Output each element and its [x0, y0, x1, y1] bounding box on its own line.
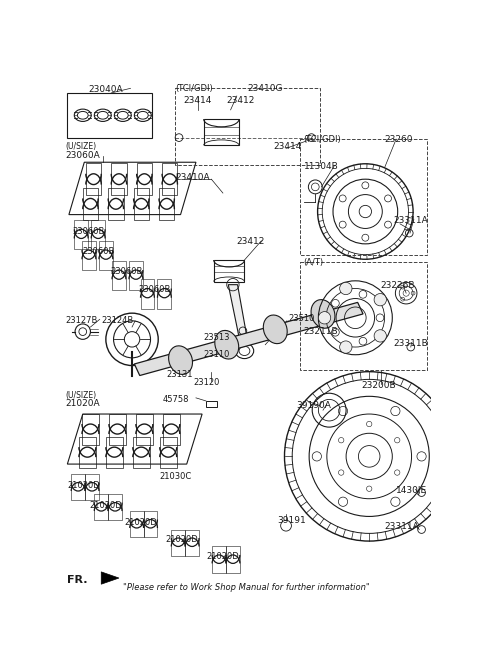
Bar [82, 241, 96, 270]
Bar [185, 530, 199, 556]
Text: 21020D: 21020D [124, 518, 157, 527]
Text: (A/T): (A/T) [304, 258, 324, 268]
Bar [171, 530, 185, 556]
Polygon shape [228, 285, 248, 345]
Bar [133, 188, 149, 220]
Bar [300, 262, 427, 370]
Text: 21020D: 21020D [89, 501, 121, 510]
Text: 23060B: 23060B [110, 267, 143, 276]
Circle shape [318, 312, 331, 324]
Bar [112, 261, 126, 290]
Text: "Please refer to Work Shop Manual for further information": "Please refer to Work Shop Manual for fu… [122, 583, 370, 592]
Bar [204, 119, 239, 145]
Bar [214, 260, 244, 281]
Text: 11304B: 11304B [304, 162, 338, 171]
Text: 45758: 45758 [163, 395, 189, 404]
Bar [141, 279, 155, 308]
Ellipse shape [168, 346, 192, 374]
Bar [108, 494, 122, 521]
Text: 23110: 23110 [204, 350, 230, 359]
Bar [175, 88, 320, 165]
Bar [86, 163, 101, 195]
Bar [133, 437, 150, 468]
Text: 23060B: 23060B [138, 285, 170, 295]
Text: 21020A: 21020A [66, 399, 100, 409]
Bar [136, 414, 153, 445]
Bar [71, 474, 85, 500]
Bar [206, 401, 217, 407]
Text: 23200B: 23200B [361, 381, 396, 390]
Bar [163, 414, 180, 445]
Text: 23410A: 23410A [175, 173, 210, 182]
Bar [212, 546, 226, 573]
Circle shape [374, 330, 386, 342]
Text: 23414: 23414 [274, 142, 302, 151]
Bar [85, 474, 99, 500]
Bar [144, 511, 157, 537]
Text: (TCI/GDI): (TCI/GDI) [175, 84, 213, 93]
Ellipse shape [215, 330, 239, 359]
Bar [157, 279, 171, 308]
Bar [109, 414, 126, 445]
Text: 23410G: 23410G [248, 84, 283, 93]
Text: 23412: 23412 [237, 237, 265, 246]
Text: 21030C: 21030C [160, 472, 192, 481]
Bar [111, 163, 127, 195]
Text: 21020D: 21020D [67, 481, 100, 490]
Text: 23226B: 23226B [381, 281, 415, 290]
Bar [226, 546, 240, 573]
Text: 23513: 23513 [204, 333, 230, 342]
Bar [74, 220, 88, 249]
Text: 23311A: 23311A [384, 522, 420, 531]
Bar [83, 188, 98, 220]
Bar [300, 139, 427, 254]
Bar [67, 93, 152, 138]
Bar [130, 511, 144, 537]
Text: FR.: FR. [67, 575, 88, 585]
Text: 23412: 23412 [227, 96, 255, 105]
Text: 1430JE: 1430JE [396, 486, 427, 495]
Circle shape [340, 341, 352, 353]
Text: 23124B: 23124B [101, 316, 133, 326]
Bar [137, 163, 152, 195]
Bar [159, 188, 174, 220]
Text: (TCI/GDI): (TCI/GDI) [304, 134, 341, 144]
Polygon shape [101, 572, 119, 584]
Text: 23060B: 23060B [72, 227, 104, 236]
Bar [91, 220, 105, 249]
Text: 23040A: 23040A [88, 85, 123, 94]
Bar [106, 437, 123, 468]
Text: 39191: 39191 [277, 517, 306, 525]
Text: 23414: 23414 [183, 96, 211, 105]
Text: 23510: 23510 [288, 314, 315, 323]
Bar [160, 437, 177, 468]
Ellipse shape [311, 300, 335, 328]
Bar [108, 188, 123, 220]
Bar [129, 261, 143, 290]
Text: 23127B: 23127B [66, 316, 98, 326]
Text: 23060B: 23060B [83, 247, 115, 256]
Text: 23311B: 23311B [394, 339, 429, 349]
Text: 39190A: 39190A [296, 401, 331, 410]
Ellipse shape [264, 315, 287, 343]
Bar [82, 414, 99, 445]
Text: 23060A: 23060A [66, 151, 101, 159]
Text: 23260: 23260 [384, 134, 413, 144]
Text: 23120: 23120 [193, 378, 220, 387]
Text: (U/SIZE): (U/SIZE) [66, 391, 97, 400]
Circle shape [340, 282, 352, 295]
Circle shape [374, 293, 386, 306]
Polygon shape [134, 302, 363, 376]
Text: 23211B: 23211B [304, 327, 338, 336]
Bar [79, 437, 96, 468]
Text: 21020D: 21020D [165, 535, 198, 544]
Bar [162, 163, 178, 195]
Text: 23311A: 23311A [394, 216, 429, 225]
Text: 23131: 23131 [166, 370, 192, 379]
Bar [99, 241, 113, 270]
Bar [94, 494, 108, 521]
Text: 21020D: 21020D [206, 552, 239, 561]
Text: (U/SIZE): (U/SIZE) [66, 142, 97, 151]
